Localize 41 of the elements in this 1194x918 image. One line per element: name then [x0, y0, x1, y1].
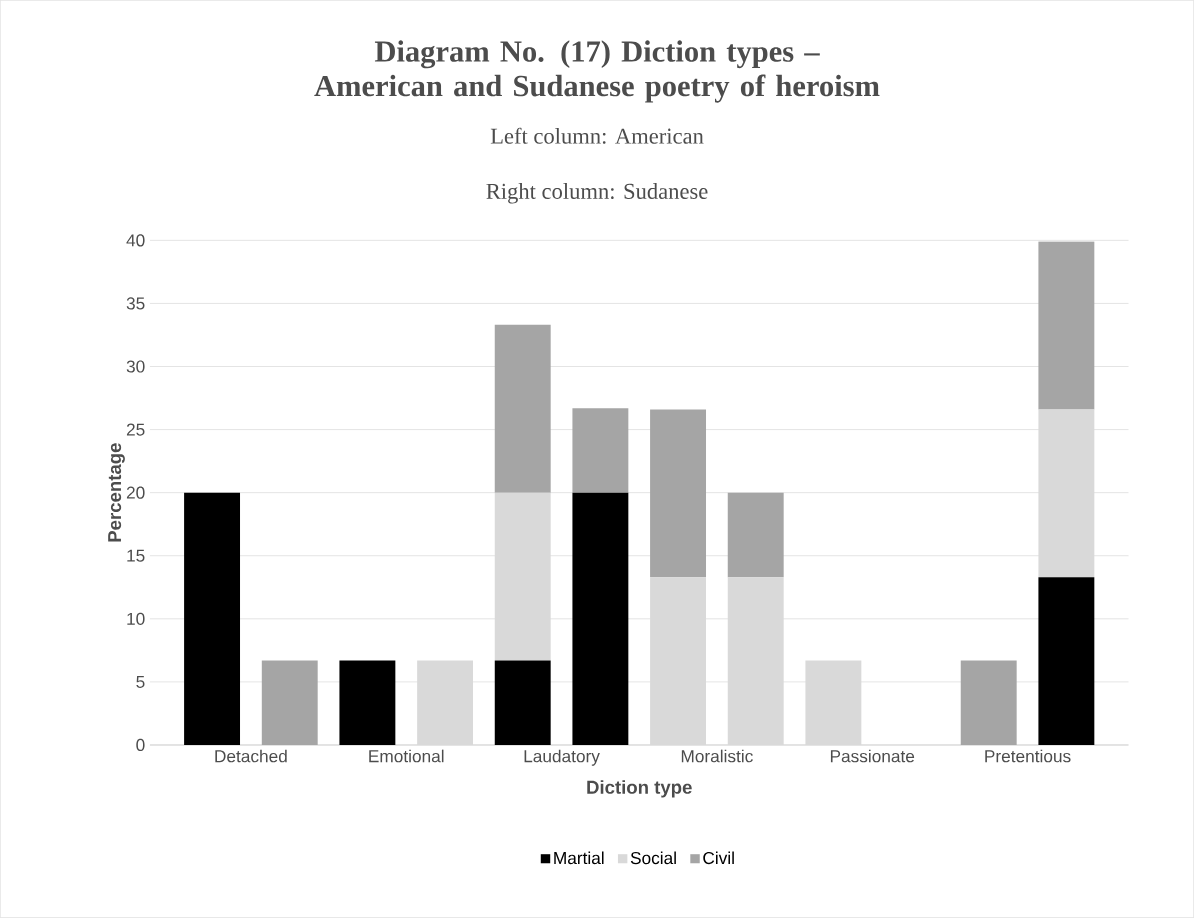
bar: [417, 660, 474, 746]
bar: [1038, 241, 1095, 410]
bar: [650, 409, 707, 578]
y-tick-label: 15: [127, 549, 145, 562]
y-tick-label: 20: [126, 486, 145, 499]
y-tick-label: 0: [136, 738, 145, 752]
bar: [494, 660, 551, 746]
text: Right column: Sudanese: [486, 183, 708, 204]
bar: [494, 492, 551, 661]
y-tick-label: 10: [127, 612, 145, 625]
x-tick-label: Passionate: [830, 749, 915, 763]
x-axis-title: Diction type: [587, 780, 692, 798]
x-tick-label: Emotional: [369, 749, 444, 763]
chart-subtitle: Left column: American: [490, 127, 704, 144]
legend-label: Martial: [554, 851, 604, 865]
bar: [1038, 577, 1095, 746]
bar: [727, 577, 784, 746]
y-axis-title: Percentage: [108, 443, 125, 542]
bar: [572, 408, 629, 493]
y-tick-label: 30: [126, 360, 145, 373]
legend-label: Civil: [703, 851, 734, 865]
x-tick-label: Laudatory: [524, 749, 600, 766]
bar: [650, 577, 707, 746]
bar: [339, 660, 396, 746]
bar: [805, 660, 862, 746]
x-tick-label: Detached: [215, 749, 287, 763]
bar: [1038, 409, 1095, 578]
bar: [960, 660, 1017, 746]
legend-label: Social: [630, 851, 676, 865]
y-tick-label: 35: [126, 297, 145, 310]
bar: [261, 660, 318, 746]
bar: [727, 492, 784, 578]
x-tick-label: Pretentious: [985, 749, 1071, 763]
chart-title: Diagram No. (17) Diction types – American and Sudanese poetry of heroism: [314, 40, 880, 103]
x-tick-label: Moralistic: [681, 749, 753, 763]
y-tick-label: 40: [126, 234, 145, 247]
bar: [494, 324, 551, 493]
y-tick-label: 25: [126, 423, 145, 436]
bar: [572, 492, 629, 746]
bar: [184, 492, 241, 746]
y-tick-label: 5: [136, 675, 145, 688]
